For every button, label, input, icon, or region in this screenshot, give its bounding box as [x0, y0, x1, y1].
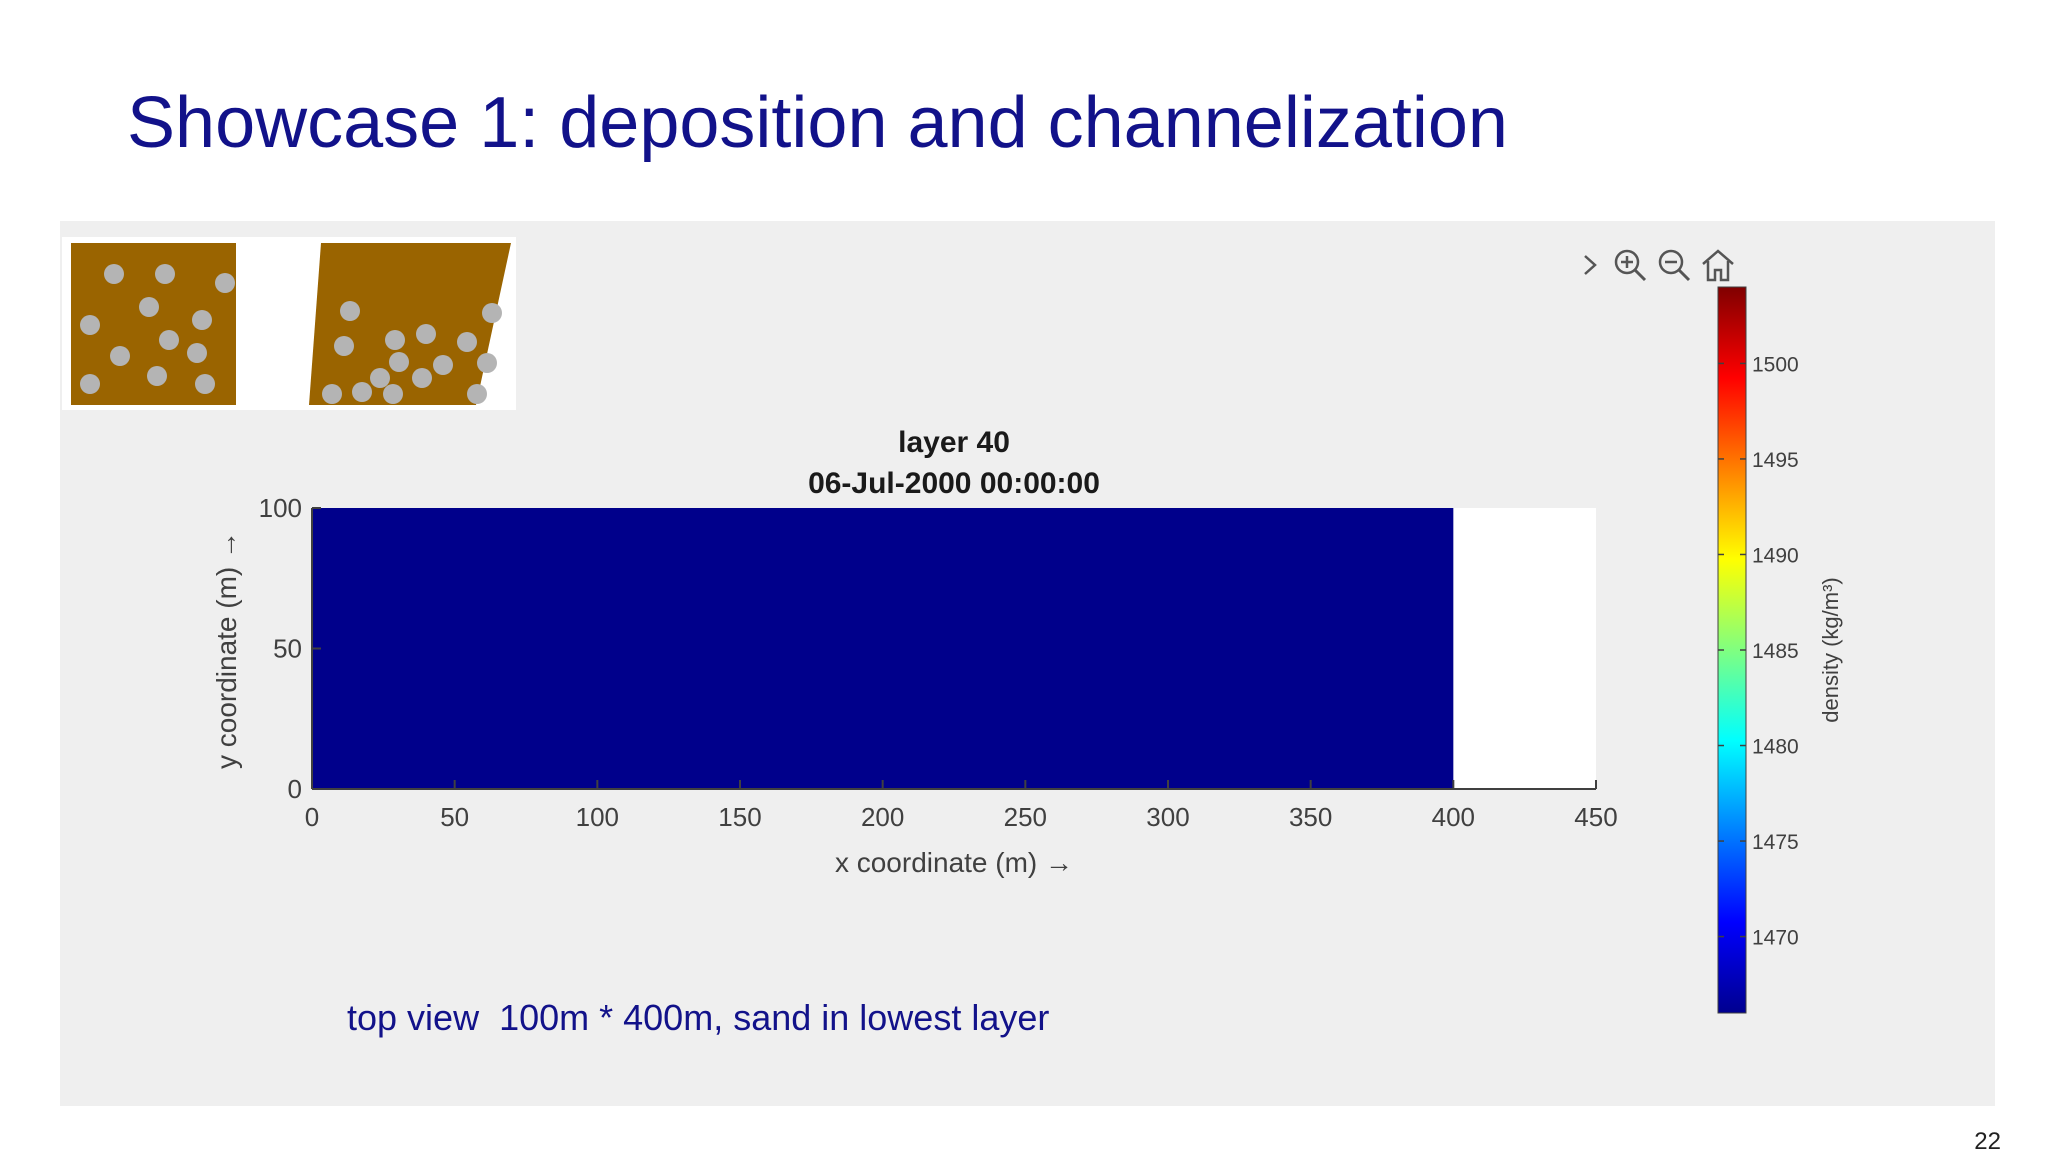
sand-grain	[147, 366, 167, 386]
y-tick-label: 100	[259, 493, 302, 523]
grain-packing-illustration	[62, 237, 516, 410]
page-number: 22	[1974, 1128, 2001, 1155]
sand-grain	[370, 368, 390, 388]
density-field	[312, 508, 1454, 789]
x-tick-label: 100	[576, 802, 619, 832]
x-tick-label: 350	[1289, 802, 1332, 832]
slide-caption: top view 100m * 400m, sand in lowest lay…	[347, 997, 1050, 1038]
sand-grain	[383, 384, 403, 404]
grain-dots-sheared	[322, 301, 502, 404]
sand-grain	[187, 343, 207, 363]
zoom-in-icon[interactable]	[1609, 244, 1651, 286]
colorbar-tick-label: 1490	[1752, 544, 1799, 567]
x-tick-label: 450	[1574, 802, 1617, 832]
colorbar-label: density (kg/m³)	[1818, 577, 1843, 722]
sand-grain	[80, 374, 100, 394]
sand-grain	[352, 382, 372, 402]
grain-block-sheared	[309, 243, 511, 405]
home-icon[interactable]	[1697, 244, 1739, 286]
sand-grain	[477, 353, 497, 373]
colorbar-tick-label: 1475	[1752, 831, 1799, 854]
sand-grain	[385, 330, 405, 350]
x-axis-ticks: 0 50 100 150 200 250 300 350 400 450	[305, 780, 1618, 832]
y-tick-label: 50	[273, 634, 302, 664]
sand-grain	[433, 355, 453, 375]
x-tick-label: 300	[1146, 802, 1189, 832]
y-tick-label: 0	[288, 774, 302, 804]
colorbar-tick-label: 1500	[1752, 353, 1799, 376]
sand-grain	[104, 264, 124, 284]
x-tick-label: 50	[440, 802, 469, 832]
chart-title-line-1: layer 40	[898, 426, 1010, 459]
sand-grain	[482, 303, 502, 323]
sand-grain	[334, 336, 354, 356]
colorbar-tick-label: 1470	[1752, 927, 1799, 950]
sand-grain	[215, 273, 235, 293]
sand-grain	[389, 352, 409, 372]
slide-title: Showcase 1: deposition and channelizatio…	[127, 83, 1508, 163]
chart-title-line-2: 06-Jul-2000 00:00:00	[808, 467, 1100, 500]
sand-grain	[110, 346, 130, 366]
y-axis-ticks: 0 50 100	[259, 493, 321, 804]
colorbar-ticks: 1470 1475 1480 1485 1490 1495 1500	[1718, 353, 1799, 950]
sand-grain	[467, 384, 487, 404]
x-tick-label: 250	[1004, 802, 1047, 832]
colorbar-tick-label: 1495	[1752, 449, 1799, 472]
grain-dots-upright	[80, 264, 235, 394]
zoom-out-icon[interactable]	[1653, 244, 1695, 286]
chevron-right-icon[interactable]	[1573, 244, 1607, 286]
colorbar-tick-label: 1485	[1752, 640, 1799, 663]
colorbar-tick-label: 1480	[1752, 736, 1799, 759]
x-tick-label: 0	[305, 802, 319, 832]
figure-toolbar	[1573, 243, 1739, 287]
sand-grain	[412, 368, 432, 388]
y-axis-label: y coordinate (m) →	[211, 531, 242, 769]
x-tick-label: 200	[861, 802, 904, 832]
sand-grain	[457, 332, 477, 352]
sand-grain	[192, 310, 212, 330]
grain-packing-svg	[71, 243, 511, 405]
sand-grain	[416, 324, 436, 344]
sand-grain	[155, 264, 175, 284]
x-tick-label: 150	[718, 802, 761, 832]
sand-grain	[159, 330, 179, 350]
sand-grain	[195, 374, 215, 394]
x-tick-label: 400	[1432, 802, 1475, 832]
sand-grain	[139, 297, 159, 317]
x-axis-label: x coordinate (m) →	[835, 847, 1073, 878]
sand-grain	[322, 384, 342, 404]
sand-grain	[80, 315, 100, 335]
sand-grain	[340, 301, 360, 321]
